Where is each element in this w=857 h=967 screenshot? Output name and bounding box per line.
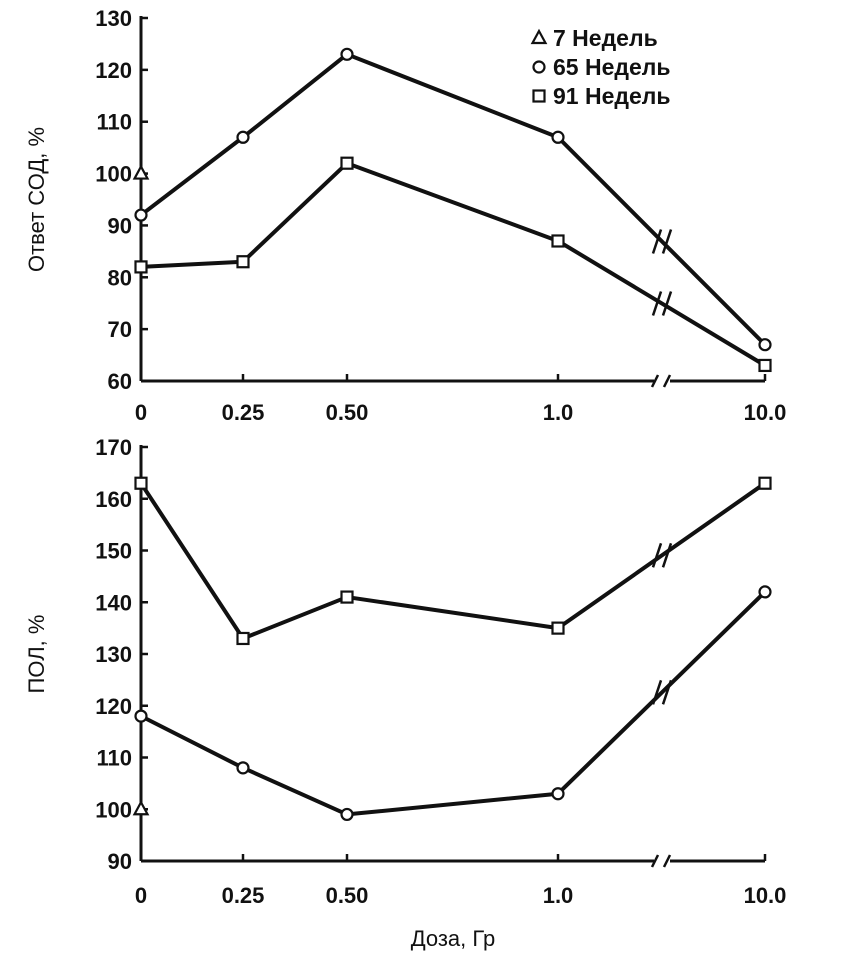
data-point-circle bbox=[551, 787, 565, 801]
data-point-circle bbox=[236, 761, 250, 775]
data-point-square bbox=[551, 234, 565, 248]
y-tick-label: 100 bbox=[95, 797, 132, 822]
data-point-circle bbox=[551, 130, 565, 144]
x-axis-title: Доза, Гр bbox=[411, 926, 496, 951]
y-tick-label: 170 bbox=[95, 435, 132, 460]
legend-label: 7 Недель bbox=[553, 25, 658, 51]
data-point-triangle bbox=[132, 799, 150, 816]
series-break-mark bbox=[651, 291, 663, 316]
chart-lipid-peroxidation: 90 100 110 120 130 140 150 160 170 0 0.25 0.50 1.0 10… bbox=[24, 435, 786, 951]
y-tick-label: 140 bbox=[95, 590, 132, 615]
x-axis-break-mark bbox=[650, 374, 660, 388]
x-tick-label: 0.50 bbox=[326, 883, 369, 908]
data-point-square bbox=[758, 476, 772, 490]
data-point-square bbox=[134, 260, 148, 274]
series-line-square bbox=[139, 481, 767, 641]
data-point-circle bbox=[340, 807, 354, 822]
x-tick-label: 1.0 bbox=[543, 883, 574, 908]
data-point-square bbox=[236, 255, 250, 269]
series-break-mark bbox=[661, 542, 673, 568]
y-tick-label: 120 bbox=[95, 58, 132, 83]
x-tick-label: 0.50 bbox=[326, 400, 369, 425]
data-point-circle bbox=[236, 130, 250, 144]
data-point-circle bbox=[134, 709, 148, 723]
data-point-square bbox=[134, 476, 148, 490]
series-break-mark bbox=[651, 679, 663, 705]
data-point-circle bbox=[758, 585, 772, 599]
legend-marker-triangle bbox=[530, 28, 548, 45]
x-axis-break-mark bbox=[650, 854, 660, 868]
series-line-square bbox=[140, 161, 767, 368]
x-axis-break-mark bbox=[662, 854, 672, 868]
x-tick-label: 0 bbox=[135, 883, 147, 908]
data-point-square bbox=[758, 358, 772, 373]
x-tick-label: 1.0 bbox=[543, 400, 574, 425]
y-tick-label: 150 bbox=[95, 539, 132, 564]
legend-marker-circle bbox=[532, 60, 546, 74]
x-tick-label: 0.25 bbox=[222, 400, 265, 425]
y-tick-label: 100 bbox=[95, 162, 132, 187]
legend-label: 65 Недель bbox=[553, 54, 671, 80]
x-tick-label: 10.0 bbox=[744, 883, 787, 908]
series-break-mark bbox=[651, 542, 663, 568]
x-tick-label: 0 bbox=[135, 400, 147, 425]
y-tick-label: 160 bbox=[95, 487, 132, 512]
series-break-mark bbox=[661, 229, 673, 254]
y-axis-title: Ответ СОД, % bbox=[24, 127, 49, 272]
y-tick-label: 120 bbox=[95, 694, 132, 719]
y-axis-title: ПОЛ, % bbox=[24, 615, 49, 694]
y-tick-label: 60 bbox=[108, 369, 132, 394]
x-tick-label: 10.0 bbox=[744, 400, 787, 425]
data-point-circle bbox=[134, 208, 148, 222]
data-point-circle bbox=[340, 47, 354, 61]
y-tick-label: 70 bbox=[108, 317, 132, 342]
chart-sod-response: 60 70 80 90 100 110 120 130 0 0.25 0.50 1.0 10.0 Отве… bbox=[24, 6, 786, 425]
y-tick-label: 80 bbox=[108, 265, 132, 290]
y-tick-label: 130 bbox=[95, 6, 132, 31]
y-tick-label: 130 bbox=[95, 642, 132, 667]
y-tick-label: 90 bbox=[108, 849, 132, 874]
data-point-triangle bbox=[132, 164, 150, 180]
y-tick-label: 90 bbox=[108, 213, 132, 238]
legend-label: 91 Недель bbox=[553, 83, 671, 109]
series-break-mark bbox=[661, 291, 673, 316]
data-point-square bbox=[551, 621, 565, 635]
y-tick-label: 110 bbox=[97, 110, 133, 135]
y-tick-label: 110 bbox=[97, 746, 133, 771]
legend-marker-square bbox=[532, 89, 546, 103]
data-point-square bbox=[340, 156, 354, 170]
data-point-circle bbox=[758, 338, 772, 352]
series-break-mark bbox=[661, 679, 673, 705]
series-line-circle bbox=[139, 52, 767, 347]
series-break-mark bbox=[651, 229, 663, 254]
x-axis-break-mark bbox=[662, 374, 672, 388]
data-point-square bbox=[340, 590, 354, 604]
data-point-square bbox=[236, 631, 250, 646]
x-tick-label: 0.25 bbox=[222, 883, 265, 908]
